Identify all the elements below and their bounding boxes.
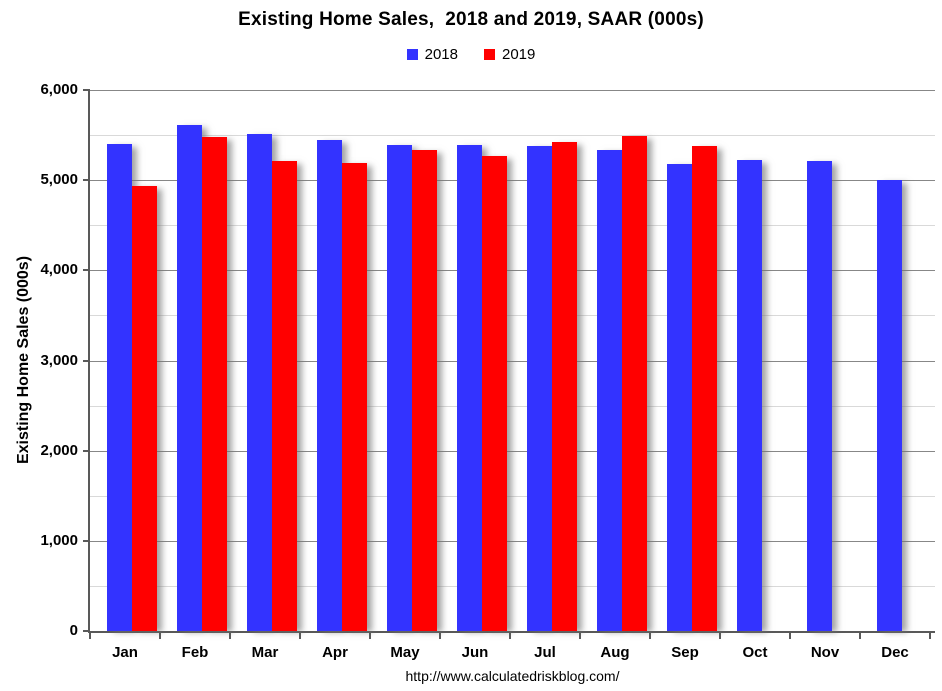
bar-2019-jan: [132, 186, 157, 631]
source-url: http://www.calculatedriskblog.com/: [405, 668, 620, 684]
major-gridline: [90, 360, 935, 362]
x-tick-label-jan: Jan: [112, 644, 138, 661]
x-axis-tick: [229, 633, 231, 639]
x-tick-label-aug: Aug: [600, 644, 630, 661]
bar-2018-jun: [457, 145, 482, 631]
plot-area: [88, 90, 935, 639]
bar-2018-nov: [807, 161, 832, 631]
bar-2018-oct: [737, 160, 762, 631]
x-tick-label-oct: Oct: [742, 644, 768, 661]
major-gridline: [90, 450, 935, 452]
chart-title: Existing Home Sales, 2018 and 2019, SAAR…: [238, 9, 704, 30]
x-axis-tick: [509, 633, 511, 639]
x-tick-label-jul: Jul: [534, 644, 556, 661]
minor-gridline: [90, 225, 935, 227]
x-tick-label-apr: Apr: [322, 644, 348, 661]
y-axis-tick: [83, 539, 90, 542]
bar-2018-mar: [247, 134, 272, 631]
y-tick-label-5000: 5,000: [40, 171, 78, 189]
x-axis-tick: [159, 633, 161, 639]
bar-2018-apr: [317, 139, 342, 631]
legend: 2018 2019: [0, 46, 942, 63]
bar-2018-dec: [877, 180, 902, 631]
minor-gridline: [90, 405, 935, 407]
y-tick-label-0: 0: [69, 622, 78, 639]
bar-2019-jun: [482, 155, 507, 631]
minor-gridline: [90, 495, 935, 497]
bar-2018-jul: [527, 145, 552, 631]
x-tick-label-may: May: [390, 644, 420, 661]
bar-2018-jan: [107, 144, 132, 631]
y-axis-tick: [83, 179, 90, 182]
legend-item-2018: 2018: [406, 46, 458, 63]
y-tick-label-3000: 3,000: [40, 351, 78, 369]
y-axis-tick: [83, 269, 90, 272]
legend-swatch-2019: [484, 49, 495, 60]
x-axis-tick: [579, 633, 581, 639]
x-tick-label-feb: Feb: [181, 644, 209, 661]
bar-2019-jul: [552, 142, 577, 631]
x-tick-label-nov: Nov: [810, 644, 840, 661]
bar-2018-aug: [597, 149, 622, 631]
y-axis-tick: [83, 630, 90, 632]
y-tick-label-6000: 6,000: [40, 81, 78, 98]
bar-2019-mar: [272, 161, 297, 631]
major-gridline: [90, 90, 935, 91]
bar-2019-feb: [202, 136, 227, 631]
y-axis-tick: [83, 359, 90, 362]
y-axis-line: [88, 90, 90, 633]
x-axis-line: [88, 631, 935, 633]
y-tick-label-4000: 4,000: [40, 261, 78, 279]
x-axis-tick: [719, 633, 721, 639]
major-gridline: [90, 180, 935, 182]
x-axis-tick: [439, 633, 441, 639]
minor-gridline: [90, 135, 935, 137]
bar-2019-apr: [342, 163, 367, 631]
major-gridline: [90, 270, 935, 272]
y-axis-tick: [83, 449, 90, 452]
y-tick-label-2000: 2,000: [40, 441, 78, 459]
bar-2019-aug: [622, 136, 647, 631]
x-axis-tick: [929, 633, 931, 639]
x-axis-tick: [299, 633, 301, 639]
x-tick-label-dec: Dec: [881, 644, 909, 661]
x-axis-tick: [649, 633, 651, 639]
legend-item-2019: 2019: [484, 46, 535, 63]
x-tick-label-mar: Mar: [251, 644, 279, 661]
minor-gridline: [90, 585, 935, 587]
legend-swatch-2018: [406, 49, 418, 60]
bar-2018-may: [387, 145, 412, 631]
x-tick-label-sep: Sep: [671, 644, 699, 661]
bar-2018-feb: [177, 125, 202, 631]
x-axis-tick: [859, 633, 861, 639]
x-axis-tick: [789, 633, 791, 639]
legend-label-2018: 2018: [424, 46, 458, 63]
x-tick-label-jun: Jun: [461, 644, 489, 661]
bar-2018-sep: [667, 163, 692, 631]
bar-2019-may: [412, 149, 437, 631]
x-axis-tick: [369, 633, 371, 639]
bar-2019-sep: [692, 145, 717, 631]
x-axis-tick: [89, 633, 91, 639]
y-tick-label-1000: 1,000: [40, 531, 78, 549]
minor-gridline: [90, 315, 935, 317]
legend-label-2019: 2019: [502, 46, 536, 63]
y-axis-tick: [83, 89, 90, 91]
major-gridline: [90, 540, 935, 542]
